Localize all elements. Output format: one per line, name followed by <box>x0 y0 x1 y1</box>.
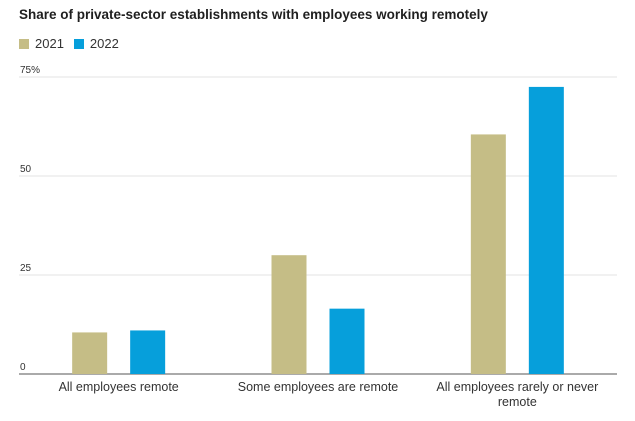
x-tick-label-line: remote <box>498 395 537 409</box>
bar-2022 <box>528 86 564 375</box>
x-tick-label-line: Some employees are remote <box>238 380 399 394</box>
x-tick-label-line: All employees remote <box>59 380 179 394</box>
x-tick-label: All employees rarely or never remote <box>436 380 598 409</box>
bar-2022 <box>329 308 365 374</box>
chart-legend: 2021 2022 <box>19 36 119 51</box>
bar-2021 <box>470 134 506 374</box>
legend-label-2021: 2021 <box>35 36 64 51</box>
y-tick-label: 0 <box>20 362 26 373</box>
legend-swatch-2022 <box>73 38 84 49</box>
x-tick-label: Some employees are remote <box>238 380 399 394</box>
legend-item-2021: 2021 <box>19 36 64 51</box>
y-tick-label: 25 <box>20 263 32 274</box>
bar-2021 <box>271 255 307 374</box>
legend-swatch-2021 <box>19 38 29 49</box>
legend-item-2022: 2022 <box>73 36 119 51</box>
y-tick-label: 75% <box>20 65 40 76</box>
bar-2022 <box>130 330 166 374</box>
chart-title: Share of private-sector establishments w… <box>19 7 488 22</box>
bar-2021 <box>72 332 108 374</box>
x-tick-label-line: All employees rarely or never <box>436 380 598 394</box>
legend-label-2022: 2022 <box>89 36 119 51</box>
y-tick-label: 50 <box>20 164 32 175</box>
x-tick-label: All employees remote <box>59 380 179 394</box>
